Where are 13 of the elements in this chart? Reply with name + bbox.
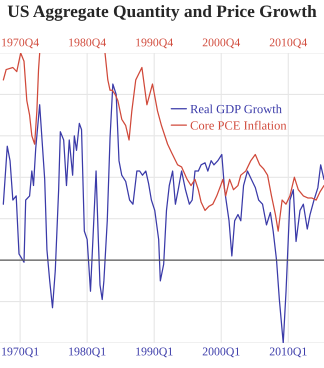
x-tick-label: 1980Q1	[69, 347, 106, 358]
legend-label: Core PCE Inflation	[190, 120, 286, 130]
x2-tick-label: 2000Q4	[202, 38, 240, 48]
chart-title: US Aggregate Quantity and Price Growth	[8, 4, 316, 21]
x2-tick-label: 1980Q4	[69, 38, 106, 48]
x-tick-label: 2010Q1	[270, 347, 307, 358]
x2-tick-label: 1970Q4	[2, 38, 39, 48]
x2-tick-label: 1990Q4	[136, 38, 174, 48]
x-tick-label: 1990Q1	[136, 347, 173, 358]
x2-tick-label: 2010Q4	[270, 38, 308, 48]
x-tick-label: 2000Q1	[202, 347, 240, 358]
x-tick-label: 1970Q1	[2, 347, 38, 358]
legend-label: Real GDP Growth	[190, 104, 282, 114]
